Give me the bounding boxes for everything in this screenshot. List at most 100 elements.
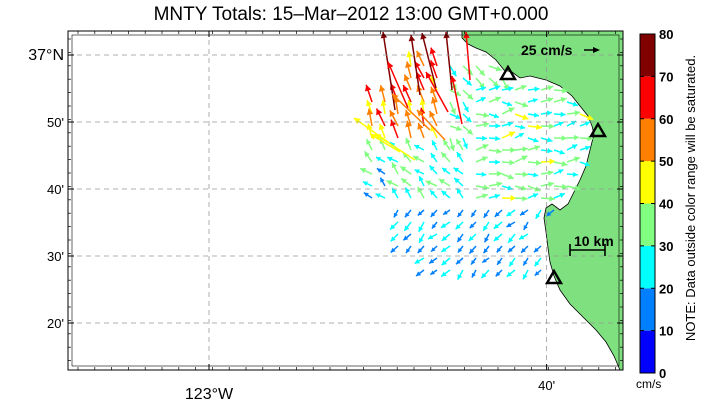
- current-vector: [566, 171, 578, 178]
- current-vector: [553, 192, 566, 199]
- current-vector: [455, 257, 464, 265]
- current-vector: [514, 124, 526, 130]
- current-vector: [390, 119, 399, 139]
- current-vector: [378, 85, 386, 103]
- current-vector: [427, 233, 438, 240]
- current-vector: [403, 74, 412, 91]
- current-vector: [535, 209, 542, 220]
- current-vector: [527, 86, 540, 92]
- current-vector: [579, 161, 591, 167]
- current-vector: [527, 172, 539, 178]
- current-vector: [449, 65, 457, 77]
- current-vector: [475, 96, 487, 103]
- current-vector: [540, 123, 555, 130]
- scale-arrow: 25 cm/s: [521, 42, 600, 58]
- current-vector: [553, 87, 568, 94]
- current-vector: [441, 167, 451, 175]
- current-vector: [493, 221, 503, 230]
- current-vector: [527, 98, 538, 103]
- current-vector: [402, 233, 412, 241]
- current-vector: [475, 156, 488, 163]
- current-vector: [400, 177, 412, 187]
- current-vector: [540, 181, 555, 188]
- current-vector: [392, 96, 400, 115]
- land-area: [461, 31, 623, 370]
- current-vector: [457, 209, 464, 218]
- current-vector: [405, 245, 412, 254]
- scale-bar-label: 10 km: [574, 233, 614, 249]
- current-vector: [534, 257, 542, 267]
- colorbar-segment: [640, 330, 655, 373]
- current-vector: [456, 269, 464, 280]
- colorbar-tick-label: 60: [659, 112, 673, 127]
- current-vector: [534, 269, 542, 277]
- scale-arrow-label: 25 cm/s: [521, 42, 573, 58]
- current-vector: [579, 145, 591, 151]
- current-vector: [508, 257, 516, 267]
- current-vector: [417, 122, 425, 139]
- colorbar-segment: [640, 76, 655, 119]
- map-inner-frame: [71, 34, 620, 367]
- radar-site-east: [588, 121, 608, 138]
- current-vector: [366, 108, 374, 127]
- current-vector: [527, 145, 541, 151]
- current-vector: [482, 245, 490, 254]
- current-vector: [475, 112, 490, 118]
- ocean-area: [68, 31, 623, 370]
- current-vector: [514, 113, 529, 120]
- current-vector: [488, 65, 502, 72]
- current-vector: [579, 121, 591, 127]
- current-vector: [470, 209, 477, 218]
- current-vector: [363, 191, 373, 199]
- current-vector: [462, 125, 474, 136]
- current-vector: [456, 151, 464, 163]
- current-vector: [405, 61, 412, 79]
- current-vector: [441, 257, 451, 266]
- current-vector: [469, 221, 477, 229]
- current-vector: [418, 233, 425, 244]
- current-vector: [475, 171, 487, 177]
- current-vector: [475, 86, 487, 92]
- current-vector: [566, 134, 580, 141]
- current-vector: [413, 144, 425, 151]
- current-vector: [522, 269, 529, 280]
- current-vector: [488, 85, 501, 91]
- current-vector: [527, 123, 542, 130]
- current-vector: [418, 221, 425, 233]
- current-vector: [417, 245, 425, 254]
- current-vector: [430, 152, 438, 163]
- current-vector: [506, 221, 516, 228]
- current-vector: [540, 97, 554, 103]
- current-vector: [405, 120, 412, 139]
- current-vector: [404, 187, 412, 199]
- current-vector: [375, 156, 386, 163]
- current-vector: [449, 101, 456, 115]
- current-vector: [540, 195, 555, 202]
- current-vector: [390, 245, 399, 254]
- current-vector: [566, 156, 581, 163]
- colorbar-tick-label: 40: [659, 197, 673, 212]
- colorbar-tick-label: 70: [659, 69, 673, 84]
- current-vector: [566, 101, 579, 107]
- colorbar-tick-label: 0: [659, 366, 666, 381]
- current-vector: [405, 137, 412, 151]
- colorbar: 0 10 20 30 40 50 60 70 80: [639, 27, 673, 381]
- colorbar-segment: [640, 245, 655, 289]
- current-vector: [428, 165, 438, 175]
- current-vector: [553, 111, 566, 118]
- current-vector: [483, 209, 490, 219]
- map-gridlines: [68, 31, 623, 370]
- current-vector: [488, 77, 500, 88]
- current-vector: [520, 245, 529, 254]
- current-vector: [488, 159, 501, 165]
- current-vector: [389, 109, 399, 127]
- current-vector: [393, 209, 399, 218]
- colorbar-unit: cm/s: [636, 377, 661, 391]
- current-vector: [462, 89, 474, 101]
- current-vector: [429, 269, 438, 276]
- current-vector: [518, 233, 529, 240]
- current-vector: [481, 257, 490, 264]
- current-vector: [389, 221, 399, 230]
- current-vector: [501, 107, 515, 115]
- current-vector: [416, 109, 446, 141]
